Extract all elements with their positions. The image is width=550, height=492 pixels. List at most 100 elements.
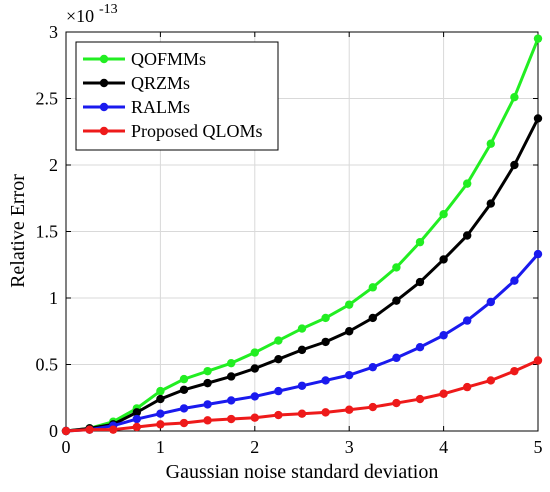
data-point-qrzms [533,114,543,123]
data-point-qrzms [392,296,401,305]
data-point-qrzms [203,378,212,388]
x-tick-label: 1 [156,437,165,457]
y-tick-label: 2 [49,155,58,175]
data-point-ralms [510,276,519,285]
data-point-qofmms [203,366,212,376]
data-point-ralms [439,331,448,340]
data-point-proposed-qloms [510,366,519,376]
data-point-qofmms [533,34,543,43]
legend-label-ralms: RALMs [131,97,190,117]
data-point-qofmms [463,179,472,188]
data-point-qrzms [510,160,519,170]
data-point-qofmms [439,210,448,219]
data-point-qrzms [179,385,189,394]
data-point-proposed-qloms [321,408,330,417]
data-point-qofmms [321,313,330,323]
data-point-ralms [227,396,236,405]
data-point-ralms [132,414,141,424]
data-point-ralms [297,381,307,390]
data-point-ralms [274,386,283,396]
data-point-proposed-qloms [415,394,425,404]
data-point-ralms [392,353,401,363]
data-point-qrzms [368,313,377,323]
data-point-ralms [415,343,425,352]
data-point-qofmms [297,324,307,333]
data-point-proposed-qloms [85,425,94,434]
y-tick-label: 1.5 [36,222,59,242]
data-point-qofmms [179,374,189,384]
data-point-proposed-qloms [156,420,165,429]
data-point-proposed-qloms [533,356,543,365]
data-point-qofmms [415,237,425,247]
y-tick-label: 2.5 [36,89,59,109]
data-point-ralms [156,409,165,418]
data-point-qofmms [486,139,495,148]
x-tick-label: 2 [250,437,259,457]
data-point-qrzms [274,354,283,364]
series-layer [61,34,543,436]
data-point-proposed-qloms [439,389,448,398]
data-point-proposed-qloms [132,422,141,432]
series-proposed-qloms [61,356,543,436]
data-point-qrzms [227,372,236,381]
data-point-ralms [345,370,354,380]
legend: QOFMMs QRZMs RALMs Proposed QLOMs [75,41,279,151]
data-point-qofmms [227,358,236,368]
y-tick-label: 3 [49,22,58,42]
data-point-qrzms [345,327,354,336]
data-point-proposed-qloms [250,413,259,422]
y-tick-label: 1 [49,288,58,308]
y-axis-label: Relative Error [7,174,29,288]
legend-marker-ralms [99,102,109,112]
data-point-qofmms [392,263,401,272]
data-point-qofmms [345,300,354,309]
y-exponent-base: ×10 [66,6,94,26]
legend-marker-proposed-qloms [99,126,109,136]
data-point-qofmms [156,386,165,396]
legend-label-proposed-qloms: Proposed QLOMs [131,121,263,141]
data-point-qofmms [510,92,519,102]
y-exponent-power: -13 [99,2,118,17]
data-point-qrzms [132,408,141,417]
y-tick-label: 0 [49,421,58,441]
y-tick-label: 0.5 [36,355,59,375]
data-point-proposed-qloms [368,402,377,412]
data-point-proposed-qloms [227,414,236,424]
x-tick-label: 3 [345,437,354,457]
tick-labels: 0 1 2 3 4 5 0 0.5 1 1.5 2 2.5 3 [36,22,543,457]
data-point-qofmms [250,348,259,357]
data-point-qrzms [486,199,495,208]
data-point-proposed-qloms [203,416,212,425]
data-point-qrzms [415,277,425,287]
data-point-qofmms [274,336,283,345]
data-point-proposed-qloms [297,409,307,418]
data-point-proposed-qloms [345,405,354,414]
legend-marker-qofmms [99,54,109,64]
x-tick-label: 0 [62,437,71,457]
data-point-proposed-qloms [392,398,401,408]
x-axis-label: Gaussian noise standard deviation [166,461,439,483]
data-point-qrzms [321,337,330,347]
series-ralms [61,249,543,436]
legend-label-qofmms: QOFMMs [131,49,206,69]
data-point-qrzms [297,345,307,355]
data-point-proposed-qloms [486,376,495,385]
data-point-proposed-qloms [109,425,118,434]
data-point-qrzms [439,255,448,264]
legend-marker-qrzms [99,78,109,88]
data-point-proposed-qloms [463,382,472,392]
x-tick-label: 5 [534,437,543,457]
legend-label-qrzms: QRZMs [131,73,190,93]
x-tick-label: 4 [439,437,448,457]
data-point-ralms [533,249,543,259]
data-point-proposed-qloms [179,418,189,428]
data-point-qofmms [368,283,377,292]
data-point-ralms [179,404,189,413]
data-point-qrzms [250,364,259,373]
data-point-ralms [203,400,212,409]
data-point-ralms [250,392,259,401]
data-point-qrzms [463,231,472,240]
data-point-ralms [321,376,330,385]
data-point-proposed-qloms [274,410,283,420]
